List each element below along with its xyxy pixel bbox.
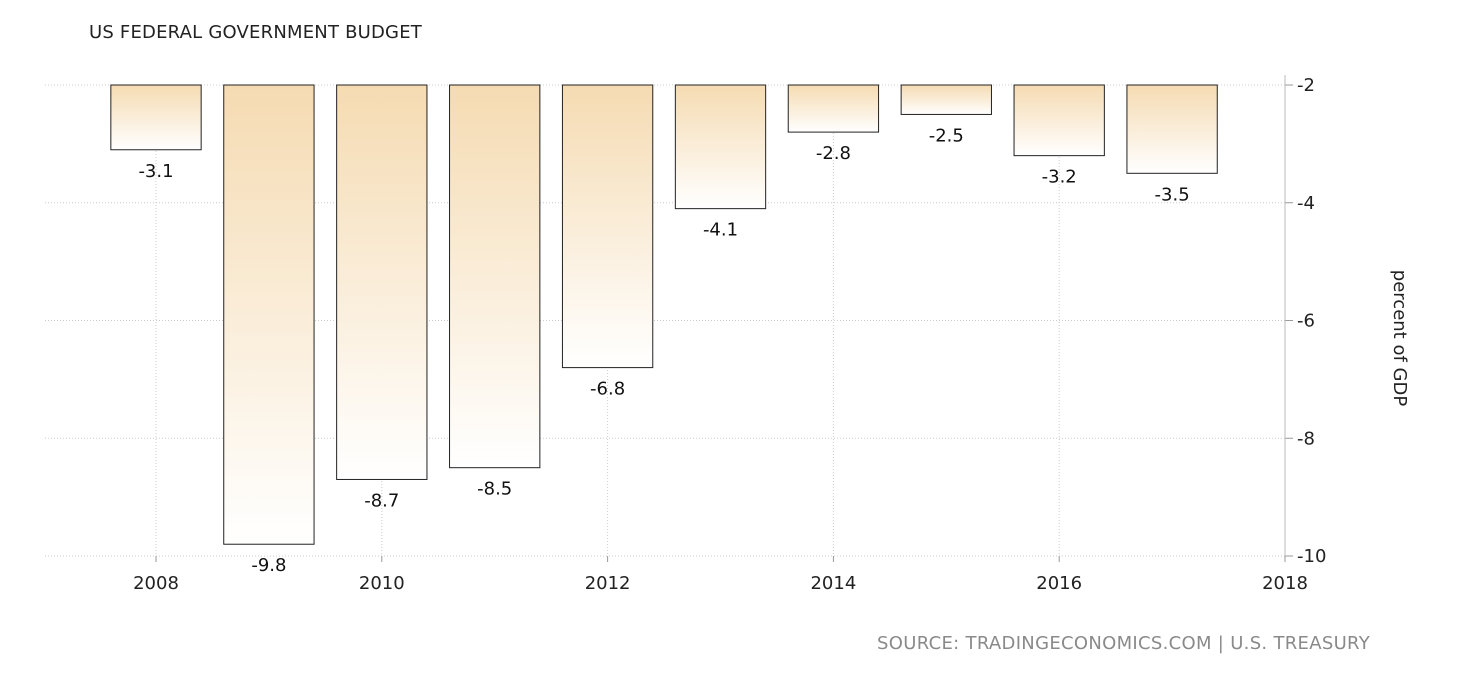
bar-value-label: -3.5	[1155, 184, 1190, 205]
bar	[900, 84, 992, 115]
bar-value-label: -3.2	[1042, 167, 1077, 188]
y-tick-label: -2	[1297, 75, 1315, 96]
x-tick-label: 2010	[359, 573, 405, 594]
x-tick-label: 2014	[810, 573, 856, 594]
bar	[674, 84, 767, 210]
bar	[561, 84, 654, 369]
bar-value-label: -3.1	[138, 161, 173, 182]
x-axis: 2008 2010 2012 2014 2016 2018	[133, 556, 1308, 594]
value-labels: -3.1 -9.8 -8.7 -8.5 -6.8 -4.1 -2.8 -2.5 -3.2 -3.5	[138, 125, 1189, 576]
bar-value-label: -8.7	[364, 490, 399, 511]
bar	[223, 84, 315, 545]
y-tick-label: -10	[1297, 546, 1326, 567]
bar-value-label: -2.8	[816, 143, 851, 164]
y-tick-label: -8	[1297, 428, 1315, 449]
x-tick-label: 2018	[1262, 573, 1308, 594]
x-tick-label: 2008	[133, 573, 179, 594]
bar-value-label: -4.1	[703, 220, 738, 241]
bar	[1013, 84, 1105, 157]
bar	[449, 84, 541, 469]
source-credit: SOURCE: TRADINGECONOMICS.COM | U.S. TREA…	[877, 633, 1370, 654]
bar	[110, 84, 202, 151]
bar	[787, 84, 880, 133]
bar-value-label: -2.5	[929, 125, 964, 146]
y-axis-label: percent of GDP	[1389, 270, 1410, 407]
y-tick-label: -6	[1297, 311, 1315, 332]
bar-value-label: -9.8	[251, 555, 286, 576]
bar	[1126, 84, 1218, 174]
bar	[336, 84, 428, 480]
bars	[110, 84, 1218, 545]
y-tick-label: -4	[1297, 193, 1315, 214]
x-tick-label: 2012	[585, 573, 631, 594]
bar-value-label: -6.8	[590, 379, 625, 400]
chart-title: US FEDERAL GOVERNMENT BUDGET	[89, 22, 422, 43]
x-tick-label: 2016	[1036, 573, 1082, 594]
bar-value-label: -8.5	[477, 479, 512, 500]
y-axis: -2 -4 -6 -8 -10	[1284, 75, 1326, 567]
